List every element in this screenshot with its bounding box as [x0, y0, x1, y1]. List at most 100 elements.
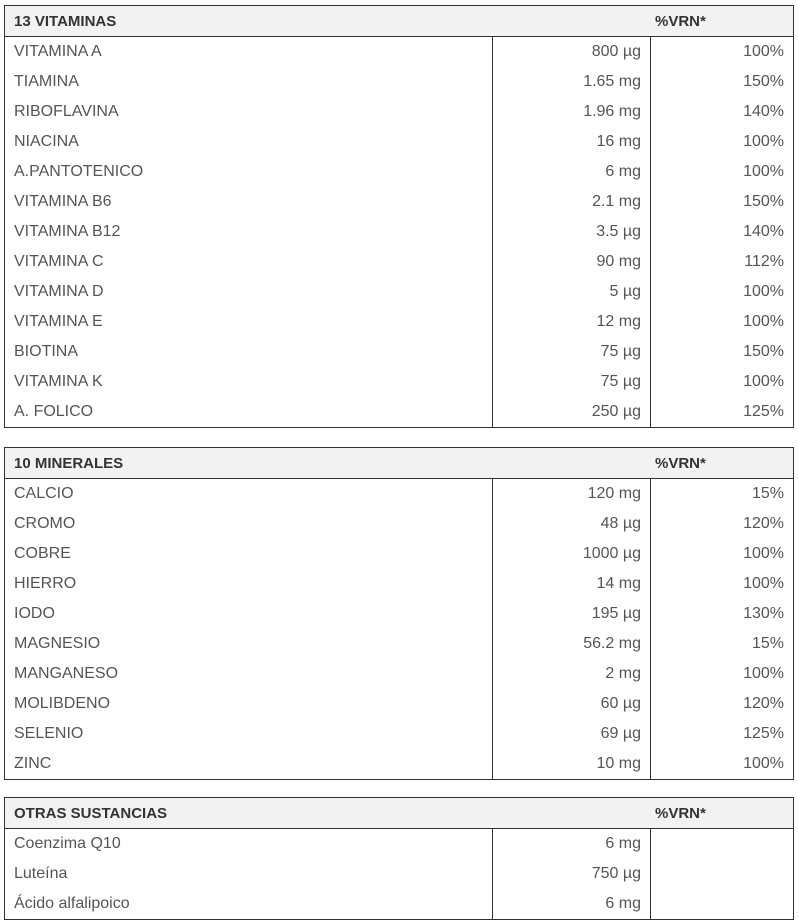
nutrient-amount: 1.96 mg	[493, 97, 651, 127]
nutrient-vrn: 100%	[743, 373, 784, 390]
nutrient-amount: 250 µg	[493, 397, 651, 427]
table-row: HIERRO 14 mg 100%	[5, 569, 793, 599]
table-row: Coenzima Q10 6 mg	[5, 829, 793, 859]
table-header: 10 MINERALES %VRN*	[5, 448, 793, 479]
nutrient-name: VITAMINA K	[5, 367, 493, 397]
table-row: NIACINA 16 mg 100%	[5, 127, 793, 157]
table-row: VITAMINA C 90 mg 112%	[5, 247, 793, 277]
nutrient-name: HIERRO	[5, 569, 493, 599]
nutrient-amount: 48 µg	[493, 509, 651, 539]
table-row: Ácido alfalipoico 6 mg	[5, 889, 793, 919]
nutrient-vrn: 100%	[743, 133, 784, 150]
table-row: VITAMINA B6 2.1 mg 150%	[5, 187, 793, 217]
table-title: 13 VITAMINAS	[14, 12, 117, 30]
table-row: BIOTINA 75 µg 150%	[5, 337, 793, 367]
nutrient-vrn: 100%	[743, 163, 784, 180]
nutrient-amount: 800 µg	[493, 37, 651, 67]
nutrient-name: CROMO	[5, 509, 493, 539]
nutrient-vrn: 15%	[751, 635, 784, 652]
nutrient-name: MAGNESIO	[5, 629, 493, 659]
nutrient-table: OTRAS SUSTANCIAS %VRN* Coenzima Q10 6 mg Lut…	[4, 797, 794, 920]
nutrient-amount: 90 mg	[493, 247, 651, 277]
nutrient-amount: 56.2 mg	[493, 629, 651, 659]
nutrient-name: IODO	[5, 599, 493, 629]
table-row: A.PANTOTENICO 6 mg 100%	[5, 157, 793, 187]
nutrient-name: ZINC	[5, 749, 493, 779]
nutrient-vrn: 130%	[743, 605, 784, 622]
nutrient-amount: 60 µg	[493, 689, 651, 719]
nutrient-amount: 2 mg	[493, 659, 651, 689]
nutrient-amount: 1000 µg	[493, 539, 651, 569]
nutrient-amount: 69 µg	[493, 719, 651, 749]
table-row: MANGANESO 2 mg 100%	[5, 659, 793, 689]
nutrient-vrn: 120%	[743, 695, 784, 712]
nutrient-amount: 120 mg	[493, 479, 651, 509]
table-title: 10 MINERALES	[14, 454, 124, 472]
nutrient-amount: 6 mg	[493, 157, 651, 187]
nutrient-amount: 10 mg	[493, 749, 651, 779]
nutrient-name: VITAMINA E	[5, 307, 493, 337]
nutrient-table: 13 VITAMINAS %VRN* VITAMINA A 800 µg 100% TIA…	[4, 5, 794, 428]
table-row: TIAMINA 1.65 mg 150%	[5, 67, 793, 97]
table-row: A. FOLICO 250 µg 125%	[5, 397, 793, 427]
nutrient-name: CALCIO	[5, 479, 493, 509]
nutrient-vrn: 15%	[751, 485, 784, 502]
vrn-header: %VRN*	[655, 12, 706, 30]
nutrient-vrn	[651, 889, 793, 919]
nutrient-vrn: 100%	[743, 313, 784, 330]
table-header: OTRAS SUSTANCIAS %VRN*	[5, 798, 793, 829]
nutrient-vrn: 150%	[743, 193, 784, 210]
nutrient-name: VITAMINA A	[5, 37, 493, 67]
table-row: CROMO 48 µg 120%	[5, 509, 793, 539]
nutrient-amount: 6 mg	[493, 829, 651, 859]
table-row: ZINC 10 mg 100%	[5, 749, 793, 779]
nutrient-vrn: 100%	[743, 545, 784, 562]
nutrient-name: BIOTINA	[5, 337, 493, 367]
nutrient-name: MANGANESO	[5, 659, 493, 689]
nutrient-vrn: 150%	[743, 73, 784, 90]
nutrient-amount: 6 mg	[493, 889, 651, 919]
nutrient-amount: 195 µg	[493, 599, 651, 629]
table-row: VITAMINA A 800 µg 100%	[5, 37, 793, 67]
nutrient-name: A.PANTOTENICO	[5, 157, 493, 187]
nutrient-amount: 3.5 µg	[493, 217, 651, 247]
nutrient-name: VITAMINA C	[5, 247, 493, 277]
nutrient-name: RIBOFLAVINA	[5, 97, 493, 127]
nutrient-vrn: 100%	[743, 575, 784, 592]
nutrient-amount: 12 mg	[493, 307, 651, 337]
nutrient-amount: 14 mg	[493, 569, 651, 599]
nutrient-name: Coenzima Q10	[5, 829, 493, 859]
nutrient-name: SELENIO	[5, 719, 493, 749]
nutrient-amount: 16 mg	[493, 127, 651, 157]
nutrient-name: NIACINA	[5, 127, 493, 157]
table-row: IODO 195 µg 130%	[5, 599, 793, 629]
nutrient-name: Luteína	[5, 859, 493, 889]
nutrient-vrn: 100%	[743, 43, 784, 60]
nutrient-vrn: 100%	[743, 283, 784, 300]
nutrient-vrn	[651, 859, 793, 889]
nutrient-name: VITAMINA B12	[5, 217, 493, 247]
nutrient-name: A. FOLICO	[5, 397, 493, 427]
nutrient-vrn: 140%	[743, 223, 784, 240]
nutrient-amount: 5 µg	[493, 277, 651, 307]
table-title: OTRAS SUSTANCIAS	[14, 804, 168, 822]
nutrient-vrn: 150%	[743, 343, 784, 360]
vrn-header: %VRN*	[655, 454, 706, 472]
nutrient-amount: 75 µg	[493, 337, 651, 367]
nutrient-amount: 2.1 mg	[493, 187, 651, 217]
table-row: COBRE 1000 µg 100%	[5, 539, 793, 569]
nutrient-vrn: 125%	[743, 725, 784, 742]
nutrient-vrn: 125%	[743, 403, 784, 420]
nutrient-name: Ácido alfalipoico	[5, 889, 493, 919]
table-row: MAGNESIO 56.2 mg 15%	[5, 629, 793, 659]
nutrient-table: 10 MINERALES %VRN* CALCIO 120 mg 15% CROMO 48 …	[4, 447, 794, 780]
table-row: VITAMINA K 75 µg 100%	[5, 367, 793, 397]
nutrient-name: TIAMINA	[5, 67, 493, 97]
nutrient-name: VITAMINA D	[5, 277, 493, 307]
nutrient-amount: 1.65 mg	[493, 67, 651, 97]
nutrient-vrn: 100%	[743, 755, 784, 772]
table-row: MOLIBDENO 60 µg 120%	[5, 689, 793, 719]
table-row: VITAMINA E 12 mg 100%	[5, 307, 793, 337]
nutrient-vrn: 140%	[743, 103, 784, 120]
